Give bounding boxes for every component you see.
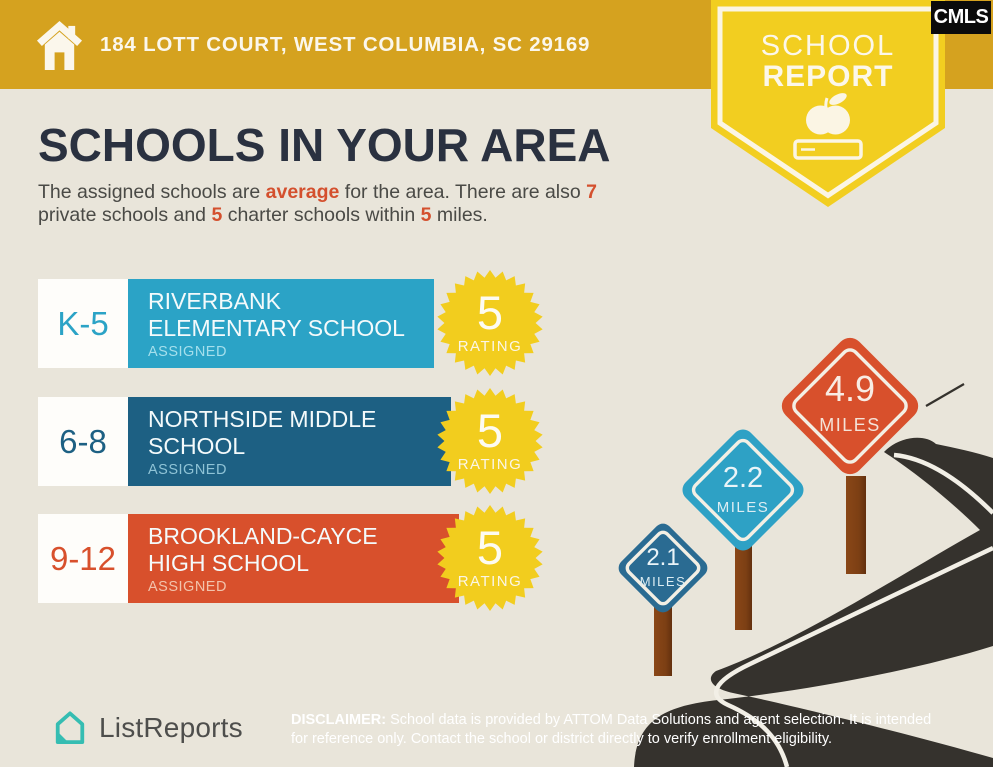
disclaimer-line2: for reference only. Contact the school o… (291, 731, 833, 747)
rating-burst: 5 RATING (437, 270, 543, 376)
sign-post (654, 606, 672, 676)
listreports-house-icon (55, 711, 85, 745)
grade-range: 6-8 (38, 397, 128, 486)
badge-title-line2: REPORT (762, 60, 894, 93)
sign-post (735, 546, 752, 630)
sign-border (625, 530, 701, 606)
rating-value: 5 (476, 404, 504, 457)
school-report-badge: SCHOOL REPORT (711, 0, 945, 208)
distance-unit: MILES (819, 415, 881, 435)
school-name: BROOKLAND-CAYCE HIGH SCHOOL (148, 522, 378, 576)
disclaimer-label: DISCLAIMER: (291, 712, 387, 728)
badge-title-line1: SCHOOL (760, 30, 896, 62)
grade-range: 9-12 (38, 514, 128, 603)
cmls-logo: CMLS (931, 1, 991, 34)
school-card-elementary: K-5 RIVERBANK ELEMENTARY SCHOOL ASSIGNED… (38, 270, 543, 376)
ribbon-banner-shape (711, 0, 945, 207)
rating-value: 5 (476, 521, 504, 574)
rating-value: 5 (476, 286, 504, 339)
property-address: 184 LOTT COURT, WEST COLUMBIA, SC 29169 (100, 32, 591, 56)
school-bar: NORTHSIDE MIDDLE SCHOOL ASSIGNED (128, 397, 451, 486)
sign-diamond (618, 523, 708, 613)
sign-post (846, 476, 866, 574)
school-name: RIVERBANK ELEMENTARY SCHOOL (148, 287, 405, 341)
brand-name: ListReports (99, 712, 243, 743)
road-center-line (893, 452, 993, 515)
cmls-logo-text: CMLS (933, 6, 989, 28)
distance-unit: MILES (640, 574, 687, 589)
disclaimer-line1: DISCLAIMER: School data is provided by A… (291, 712, 932, 728)
rating-label: RATING (457, 338, 523, 355)
rating-burst: 5 RATING (437, 505, 543, 611)
listreports-logo: ListReports (53, 709, 243, 747)
sign-diamond (682, 429, 804, 551)
rating-burst: 5 RATING (437, 388, 543, 494)
grade-range: K-5 (38, 279, 128, 368)
school-card-high: 9-12 BROOKLAND-CAYCE HIGH SCHOOL ASSIGNE… (38, 505, 543, 611)
disclaimer: DISCLAIMER: School data is provided by A… (291, 711, 991, 749)
subtitle-line1: The assigned schools are average for the… (38, 181, 598, 203)
distance-value: 2.1 (646, 544, 679, 571)
page-title: SCHOOLS IN YOUR AREA (38, 119, 611, 171)
assigned-label: ASSIGNED (148, 343, 227, 360)
distance-sign-2-1: 2.1 MILES (618, 523, 708, 613)
distance-value: 4.9 (825, 368, 875, 409)
distance-sign-2-2: 2.2 MILES (682, 429, 804, 551)
subtitle-line2: private schools and 5 charter schools wi… (38, 204, 488, 226)
rating-label: RATING (457, 573, 523, 590)
school-bar: RIVERBANK ELEMENTARY SCHOOL ASSIGNED (128, 279, 434, 368)
distance-sign-4-9: 4.9 MILES (781, 337, 919, 475)
distance-unit: MILES (717, 499, 770, 516)
page-subtitle: The assigned schools are average for the… (38, 181, 698, 227)
sign-border (691, 438, 795, 542)
assigned-label: ASSIGNED (148, 578, 227, 595)
sign-border (792, 348, 908, 464)
road-horizon-line (925, 383, 965, 407)
school-name: NORTHSIDE MIDDLE SCHOOL (148, 405, 377, 459)
sign-diamond (781, 337, 919, 475)
rating-label: RATING (457, 456, 523, 473)
distance-value: 2.2 (723, 462, 763, 494)
assigned-label: ASSIGNED (148, 461, 227, 478)
apple-book-icon (793, 93, 863, 160)
school-bar: BROOKLAND-CAYCE HIGH SCHOOL ASSIGNED (128, 514, 459, 603)
home-icon (36, 21, 83, 70)
school-card-middle: 6-8 NORTHSIDE MIDDLE SCHOOL ASSIGNED 5 R… (38, 388, 543, 494)
